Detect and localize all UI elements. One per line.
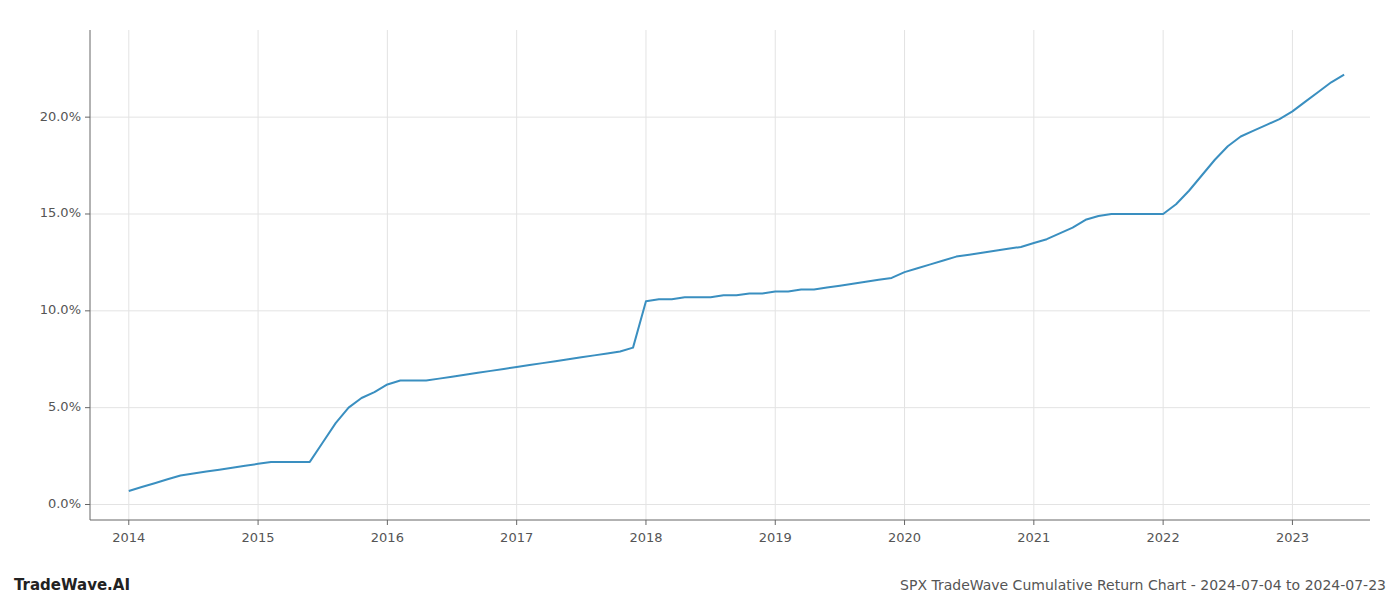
tick-x <box>258 520 259 525</box>
grid-line-x <box>1292 30 1293 520</box>
grid <box>90 30 1370 520</box>
title: SPX TradeWave Cumulative Return Chart - … <box>900 577 1386 593</box>
tick-y <box>85 407 90 408</box>
tick-label-x: 2015 <box>242 530 275 545</box>
tick-label-y: 0.0% <box>48 496 81 511</box>
grid-line-y <box>90 310 1370 311</box>
axis-x <box>90 520 1370 521</box>
tick-label-y: 20.0% <box>40 109 81 124</box>
tick-label-x: 2019 <box>759 530 792 545</box>
grid-line-x <box>387 30 388 520</box>
tick-x <box>775 520 776 525</box>
line <box>129 75 1344 491</box>
watermark: TradeWave.AI <box>14 576 130 594</box>
chart: 0.0% 5.0% 10.0% 15.0% 20.0% 2014 2015 2016 2017 2… <box>0 0 1400 600</box>
tick-x <box>1033 520 1034 525</box>
tick-label-y: 15.0% <box>40 205 81 220</box>
tick-label-y: 5.0% <box>48 399 81 414</box>
tick-y <box>85 213 90 214</box>
tick-x <box>645 520 646 525</box>
grid-line-y <box>90 117 1370 118</box>
tick-label-x: 2022 <box>1147 530 1180 545</box>
tick-label-x: 2018 <box>629 530 662 545</box>
tick-y <box>85 310 90 311</box>
grid-line-y <box>90 407 1370 408</box>
tick-label-x: 2021 <box>1017 530 1050 545</box>
tick-x <box>387 520 388 525</box>
grid-line-x <box>645 30 646 520</box>
tick-label-x: 2014 <box>112 530 145 545</box>
axis-y <box>90 30 91 520</box>
grid-line-x <box>516 30 517 520</box>
grid-line-x <box>128 30 129 520</box>
tick-y <box>85 117 90 118</box>
tick-label-x: 2016 <box>371 530 404 545</box>
axes: 0.0% 5.0% 10.0% 15.0% 20.0% 2014 2015 2016 2017 2… <box>40 30 1370 545</box>
tick-y <box>85 504 90 505</box>
grid-line-y <box>90 213 1370 214</box>
tick-x <box>516 520 517 525</box>
grid-line-x <box>1163 30 1164 520</box>
tick-label-x: 2017 <box>500 530 533 545</box>
plot-area <box>129 75 1344 491</box>
grid-line-x <box>904 30 905 520</box>
grid-line-x <box>258 30 259 520</box>
grid-line-y <box>90 504 1370 505</box>
tick-x <box>1292 520 1293 525</box>
tick-label-x: 2023 <box>1276 530 1309 545</box>
tick-label-x: 2020 <box>888 530 921 545</box>
grid-line-x <box>1033 30 1034 520</box>
tick-x <box>904 520 905 525</box>
tick-label-y: 10.0% <box>40 302 81 317</box>
tick-x <box>1163 520 1164 525</box>
grid-line-x <box>775 30 776 520</box>
tick-x <box>128 520 129 525</box>
